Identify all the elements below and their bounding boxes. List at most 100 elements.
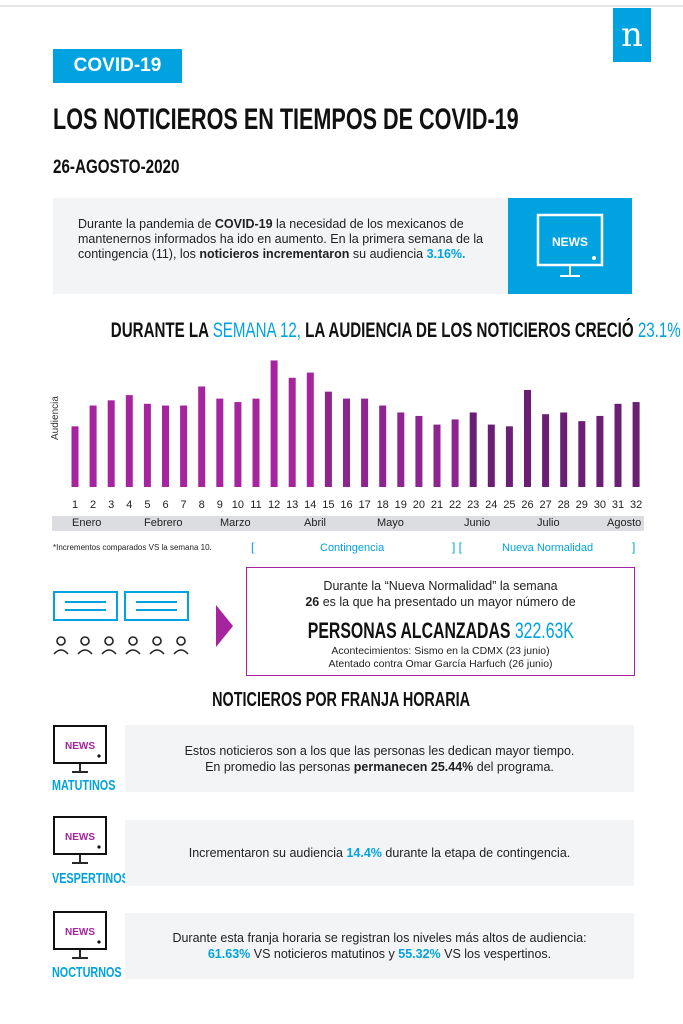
- tick-label-week-18: 18: [377, 499, 389, 511]
- tick-label-week-23: 23: [467, 499, 479, 511]
- tick-label-week-28: 28: [558, 499, 570, 511]
- top-divider: [0, 5, 683, 7]
- nn-reach-label: PERSONAS ALCANZADAS: [307, 618, 515, 643]
- bar-week-19: [397, 412, 405, 487]
- nn-week-number: 26: [305, 595, 320, 609]
- nn-events: Acontecimientos: Sismo en la CDMX (23 ju…: [247, 645, 634, 671]
- month-axis: Enero Febrero Marzo Abril Mayo Junio Julio Agos…: [52, 516, 644, 531]
- chart-headline: DURANTE LA SEMANA 12, LA AUDIENCIA DE LO…: [0, 319, 683, 343]
- period-bracket-middle: ] [: [452, 540, 463, 554]
- headline-text-2: LA AUDIENCIA DE LOS NOTICIEROS CRECIÓ: [300, 319, 638, 342]
- news-tv-icon-vespertinos: NEWS: [53, 816, 107, 864]
- section-title: NOTICIEROS POR FRANJA HORARIA: [212, 689, 471, 711]
- bar-week-4: [125, 395, 133, 487]
- contingencia-label: Contingencia: [320, 542, 385, 554]
- month-label-abril: Abril: [304, 517, 327, 529]
- bar-week-31: [614, 403, 622, 487]
- nn-event-2: Atentado contra Omar García Harfuch (26 …: [328, 658, 553, 670]
- matutinos-bold: permanecen 25.44%: [353, 759, 474, 774]
- nn-line-1: Durante la “Nueva Normalidad” la semana: [323, 579, 558, 593]
- nocturnos-text-2: VS noticieros matutinos y: [250, 947, 399, 961]
- label-vespertinos: VESPERTINOS: [52, 870, 129, 887]
- contingencia-bracket-open: [: [251, 540, 255, 554]
- tick-label-week-6: 6: [162, 499, 168, 511]
- nocturnos-text-3: VS los vespertinos.: [440, 947, 552, 961]
- bar-week-22: [451, 419, 459, 487]
- bar-week-20: [415, 415, 423, 487]
- bar-week-5: [143, 403, 151, 487]
- bar-week-3: [107, 400, 115, 487]
- bar-week-11: [252, 398, 260, 487]
- bar-week-14: [306, 372, 314, 487]
- tick-label-week-32: 32: [630, 499, 642, 511]
- tick-label-week-22: 22: [449, 499, 461, 511]
- arrow-right-icon: [216, 605, 233, 647]
- label-nocturnos: NOCTURNOS: [52, 964, 122, 981]
- tick-label-week-26: 26: [521, 499, 533, 511]
- footnote: *Incrementos comparados VS la semana 10.: [53, 543, 212, 552]
- tick-label-week-11: 11: [250, 499, 261, 511]
- screens-audience-icon: [53, 591, 189, 655]
- tick-label-week-16: 16: [340, 499, 352, 511]
- nueva-normalidad-box: Durante la “Nueva Normalidad” la semana …: [246, 567, 635, 676]
- page-date: 26-AGOSTO-2020: [53, 157, 180, 178]
- nn-line-2: es la que ha presentado un mayor número …: [319, 595, 576, 609]
- news-label-nocturnos: NEWS: [65, 927, 95, 938]
- bar-week-21: [433, 424, 441, 487]
- covid-tag: COVID-19: [53, 49, 182, 83]
- tick-label-week-5: 5: [144, 499, 150, 511]
- month-label-enero: Enero: [72, 517, 102, 529]
- bar-week-6: [162, 405, 169, 487]
- month-label-mayo: Mayo: [377, 517, 404, 529]
- bar-week-15: [324, 391, 332, 487]
- tick-label-week-15: 15: [322, 499, 334, 511]
- bar-week-17: [361, 398, 369, 487]
- tick-label-week-7: 7: [181, 499, 187, 511]
- tick-label-week-2: 2: [90, 499, 96, 511]
- vespertinos-text-1: Incrementaron su audiencia: [188, 846, 347, 860]
- month-label-agosto: Agosto: [607, 517, 642, 529]
- tick-label-week-1: 1: [72, 499, 78, 511]
- intro-bold-2: noticieros incrementaron: [199, 247, 350, 261]
- tick-label-week-13: 13: [286, 499, 298, 511]
- intro-bold-1: COVID-19: [214, 217, 273, 231]
- bar-week-26: [524, 389, 531, 487]
- tick-label-week-29: 29: [576, 499, 588, 511]
- news-tv-label: NEWS: [552, 235, 588, 249]
- nocturnos-percentage-1: 61.63%: [207, 947, 251, 961]
- bar-week-23: [469, 412, 477, 487]
- franja-nocturnos-box: Durante esta franja horaria se registran…: [125, 913, 634, 979]
- tick-label-week-25: 25: [503, 499, 515, 511]
- bar-week-25: [505, 426, 513, 487]
- tick-label-week-10: 10: [232, 499, 244, 511]
- vespertinos-text-2: durante la etapa de contingencia.: [381, 846, 571, 860]
- month-label-junio: Junio: [464, 517, 491, 529]
- tick-label-week-31: 31: [612, 499, 624, 511]
- news-label-vespertinos: NEWS: [65, 832, 95, 843]
- nielsen-logo: n: [613, 8, 651, 62]
- news-label-matutinos: NEWS: [65, 741, 95, 752]
- month-label-marzo: Marzo: [220, 517, 251, 529]
- intro-percentage: 3.16%.: [426, 247, 466, 261]
- month-label-julio: Julio: [537, 517, 560, 529]
- tick-label-week-17: 17: [358, 499, 370, 511]
- headline-percentage: 23.1%: [637, 319, 681, 342]
- tick-label-week-8: 8: [199, 499, 205, 511]
- bar-week-13: [288, 377, 296, 487]
- intro-text-1: Durante la pandemia de: [78, 217, 215, 231]
- nueva-normalidad-label: Nueva Normalidad: [502, 542, 594, 554]
- bar-week-18: [379, 405, 387, 487]
- bar-week-32: [632, 402, 640, 487]
- news-tv-panel: NEWS: [508, 198, 632, 294]
- bar-week-1: [71, 426, 79, 487]
- headline-text-1: DURANTE LA: [110, 319, 213, 342]
- bar-week-7: [180, 405, 188, 487]
- nocturnos-percentage-2: 55.32%: [398, 947, 441, 961]
- franja-matutinos-box: Estos noticieros son a los que las perso…: [125, 725, 634, 792]
- matutinos-text-1: Estos noticieros son a los que las perso…: [184, 743, 575, 758]
- audience-bar-chart: 1 2 3 4 5 6 7 8 9 10 11 12 13 14 15 16 17 18 19 20 21 22 23 24 2…: [71, 360, 642, 511]
- tick-label-week-3: 3: [108, 499, 114, 511]
- intro-panel: Durante la pandemia de COVID-19 la neces…: [53, 198, 632, 294]
- tick-label-week-27: 27: [539, 499, 551, 511]
- franja-vespertinos-box: Incrementaron su audiencia 14.4% durante…: [125, 820, 634, 886]
